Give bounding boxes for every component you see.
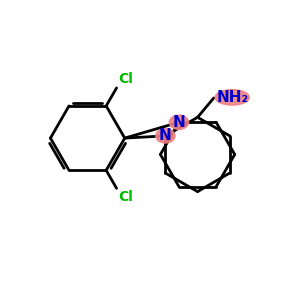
Text: NH₂: NH₂ [216,90,248,105]
Ellipse shape [169,115,189,129]
Ellipse shape [156,129,175,143]
Text: N: N [172,115,185,130]
Text: N: N [159,128,172,143]
Ellipse shape [215,90,249,105]
Text: Cl: Cl [118,72,133,86]
Text: Cl: Cl [118,190,133,204]
